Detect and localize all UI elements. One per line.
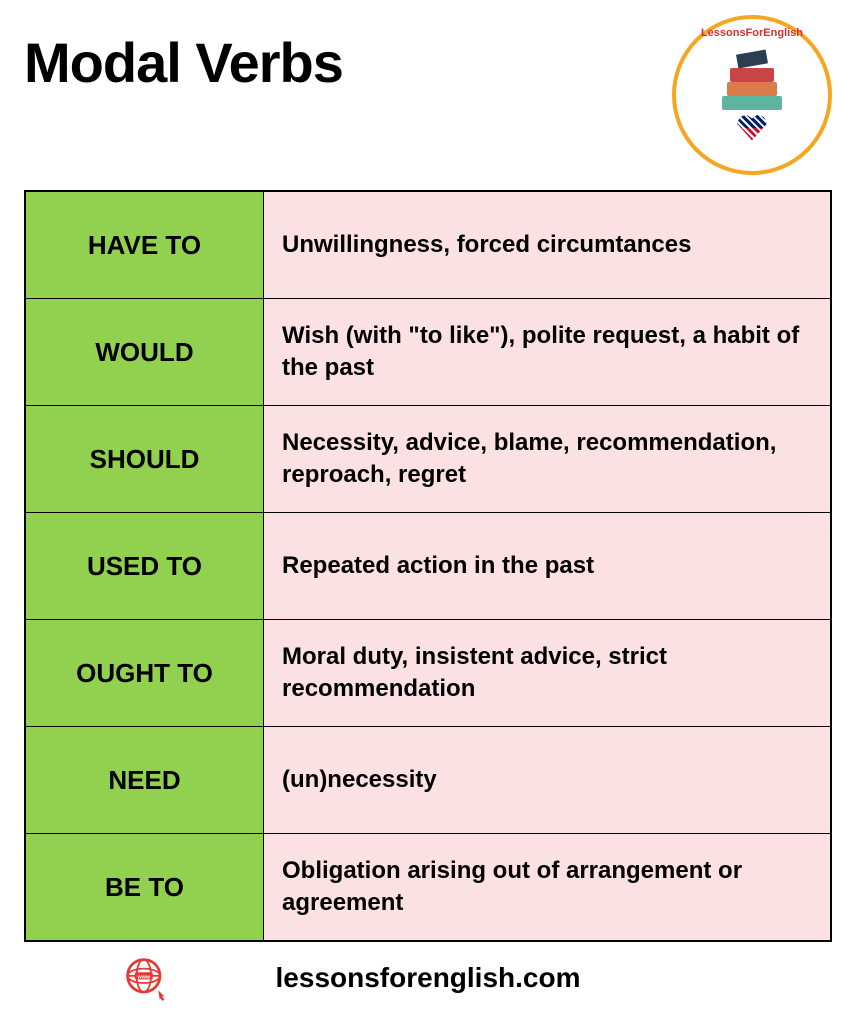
meaning-text: Obligation arising out of arrangement or… [282, 855, 812, 920]
meaning-cell: Moral duty, insistent advice, strict rec… [264, 620, 830, 726]
meaning-text: Repeated action in the past [282, 550, 594, 582]
table-row: WOULD Wish (with "to like"), polite requ… [26, 299, 830, 406]
header: Modal Verbs LessonsForEnglish [24, 20, 832, 175]
verb-text: BE TO [105, 872, 184, 903]
table-row: USED TO Repeated action in the past [26, 513, 830, 620]
table-row: NEED (un)necessity [26, 727, 830, 834]
verb-cell: OUGHT TO [26, 620, 264, 726]
meaning-cell: Unwillingness, forced circumtances [264, 192, 830, 298]
meaning-cell: (un)necessity [264, 727, 830, 833]
page-title: Modal Verbs [24, 30, 343, 95]
globe-www-icon: www [124, 956, 169, 1001]
verb-text: HAVE TO [88, 230, 201, 261]
meaning-cell: Wish (with "to like"), polite request, a… [264, 299, 830, 405]
table-row: BE TO Obligation arising out of arrangem… [26, 834, 830, 940]
books-icon [722, 60, 782, 110]
verb-text: OUGHT TO [76, 658, 213, 689]
meaning-text: Unwillingness, forced circumtances [282, 229, 691, 261]
meaning-cell: Obligation arising out of arrangement or… [264, 834, 830, 940]
modal-verbs-table: HAVE TO Unwillingness, forced circumtanc… [24, 190, 832, 942]
verb-text: SHOULD [90, 444, 200, 475]
meaning-cell: Necessity, advice, blame, recommendation… [264, 406, 830, 512]
verb-cell: USED TO [26, 513, 264, 619]
verb-text: NEED [108, 765, 180, 796]
footer-url: lessonsforenglish.com [276, 962, 581, 994]
verb-cell: BE TO [26, 834, 264, 940]
meaning-cell: Repeated action in the past [264, 513, 830, 619]
footer: www lessonsforenglish.com [24, 962, 832, 994]
uk-flag-heart-icon [737, 115, 767, 141]
logo-badge: LessonsForEnglish [672, 15, 832, 175]
verb-cell: HAVE TO [26, 192, 264, 298]
verb-text: USED TO [87, 551, 202, 582]
logo-text: LessonsForEnglish [701, 27, 803, 39]
verb-cell: WOULD [26, 299, 264, 405]
svg-text:www: www [137, 974, 151, 980]
meaning-text: Necessity, advice, blame, recommendation… [282, 427, 812, 492]
verb-cell: SHOULD [26, 406, 264, 512]
table-row: OUGHT TO Moral duty, insistent advice, s… [26, 620, 830, 727]
meaning-text: Wish (with "to like"), polite request, a… [282, 320, 812, 385]
verb-text: WOULD [95, 337, 193, 368]
table-row: SHOULD Necessity, advice, blame, recomme… [26, 406, 830, 513]
table-row: HAVE TO Unwillingness, forced circumtanc… [26, 192, 830, 299]
meaning-text: Moral duty, insistent advice, strict rec… [282, 641, 812, 706]
verb-cell: NEED [26, 727, 264, 833]
meaning-text: (un)necessity [282, 764, 437, 796]
